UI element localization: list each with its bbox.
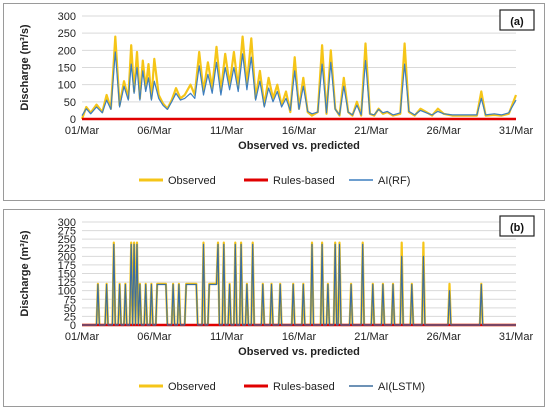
chart-1-y-tick-label: 250 bbox=[58, 234, 76, 246]
chart-1-y-tick-label: 225 bbox=[58, 243, 76, 255]
chart-panel-b: 0 25 50 75 100 125 150 175 200 225 250 275 300 01/Mar… bbox=[3, 209, 545, 407]
chart-0-y-tick-label: 250 bbox=[58, 28, 76, 40]
chart-1-x-axis-title: Observed vs. predicted bbox=[238, 346, 360, 358]
chart-1-panel-label-box bbox=[499, 215, 535, 237]
chart-1-y-tick-label: 175 bbox=[58, 260, 76, 272]
chart-1-panel-label: (b) bbox=[510, 222, 524, 234]
chart-1-x-tick-label: 31/Mar bbox=[499, 331, 534, 343]
chart-0-x-tick-label: 01/Mar bbox=[65, 125, 100, 137]
chart-1-y-tick-label: 100 bbox=[58, 286, 76, 298]
chart-1-y-axis-title: Discharge (m³/s) bbox=[19, 230, 31, 317]
chart-0-x-tick-label: 06/Mar bbox=[137, 125, 172, 137]
chart-1-x-tick-label: 06/Mar bbox=[137, 331, 172, 343]
chart-0-y-tick-label: 150 bbox=[58, 63, 76, 75]
chart-1-legend-label: AI(LSTM) bbox=[378, 381, 425, 393]
chart-0-y-tick-label: 200 bbox=[58, 45, 76, 57]
chart-1-y-tick-label: 125 bbox=[58, 277, 76, 289]
chart-1-legend-label: Rules-based bbox=[273, 381, 335, 393]
chart-1-x-tick-label: 16/Mar bbox=[282, 331, 317, 343]
chart-1-y-tick-label: 150 bbox=[58, 269, 76, 281]
chart-1-y-tick-label: 50 bbox=[64, 303, 76, 315]
chart-0-x-tick-label: 16/Mar bbox=[282, 125, 317, 137]
chart-panel-a: 0 50 100 150 200 250 300 01/Mar 06/Mar 11/Mar 16/M… bbox=[3, 3, 545, 201]
chart-0-y-tick-label: 0 bbox=[70, 114, 76, 126]
chart-0-x-tick-label: 26/Mar bbox=[427, 125, 462, 137]
chart-0-y-axis-title: Discharge (m³/s) bbox=[19, 24, 31, 111]
chart-0-x-axis-title: Observed vs. predicted bbox=[238, 140, 360, 152]
chart-1-y-tick-label: 75 bbox=[64, 294, 76, 306]
chart-a-svg: 0 50 100 150 200 250 300 01/Mar 06/Mar 11/Mar 16/M… bbox=[19, 9, 535, 187]
chart-1-x-tick-label: 26/Mar bbox=[427, 331, 462, 343]
chart-0-legend-label: Observed bbox=[168, 175, 216, 187]
chart-0-y-tick-label: 300 bbox=[58, 11, 76, 23]
chart-0-panel-label-box bbox=[499, 9, 535, 31]
chart-1-y-tick-label: 25 bbox=[64, 311, 76, 323]
chart-1-y-tick-label: 200 bbox=[58, 251, 76, 263]
chart-1-x-tick-label: 01/Mar bbox=[65, 331, 100, 343]
chart-0-series-ai-rf- bbox=[81, 51, 517, 116]
chart-1-y-tick-label: 0 bbox=[70, 320, 76, 332]
chart-1-y-tick-label: 275 bbox=[58, 226, 76, 238]
chart-0-x-tick-label: 31/Mar bbox=[499, 125, 534, 137]
chart-0-y-tick-label: 100 bbox=[58, 80, 76, 92]
chart-0-legend-label: Rules-based bbox=[273, 175, 335, 187]
chart-1-x-tick-label: 11/Mar bbox=[210, 331, 244, 343]
chart-1-legend-label: Observed bbox=[168, 381, 216, 393]
chart-0-x-tick-label: 11/Mar bbox=[210, 125, 244, 137]
chart-1-x-tick-label: 21/Mar bbox=[354, 331, 389, 343]
chart-0-x-tick-label: 21/Mar bbox=[354, 125, 389, 137]
chart-1-series-ai-lstm- bbox=[82, 243, 516, 326]
chart-0-y-tick-label: 50 bbox=[64, 97, 76, 109]
chart-1-y-tick-label: 300 bbox=[58, 217, 76, 229]
chart-0-panel-label: (a) bbox=[510, 16, 524, 28]
chart-0-legend-label: AI(RF) bbox=[378, 175, 410, 187]
